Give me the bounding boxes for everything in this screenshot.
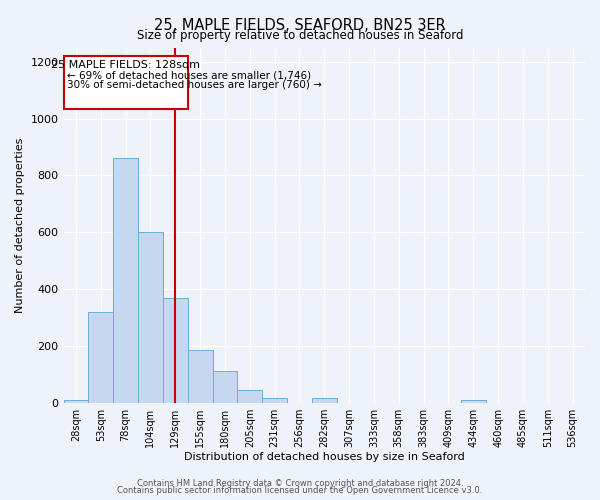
Bar [113,158,138,402]
Bar [88,312,113,402]
Bar [312,398,337,402]
Bar [212,372,238,402]
Bar [262,398,287,402]
Text: Contains HM Land Registry data © Crown copyright and database right 2024.: Contains HM Land Registry data © Crown c… [137,478,463,488]
Text: Size of property relative to detached houses in Seaford: Size of property relative to detached ho… [137,29,463,42]
Bar [238,390,262,402]
Bar [64,400,88,402]
Bar [188,350,212,403]
Text: 25, MAPLE FIELDS, SEAFORD, BN25 3ER: 25, MAPLE FIELDS, SEAFORD, BN25 3ER [154,18,446,32]
Bar [163,298,188,403]
Text: 25 MAPLE FIELDS: 128sqm: 25 MAPLE FIELDS: 128sqm [51,60,200,70]
Text: ← 69% of detached houses are smaller (1,746): ← 69% of detached houses are smaller (1,… [67,70,311,80]
Text: Contains public sector information licensed under the Open Government Licence v3: Contains public sector information licen… [118,486,482,495]
X-axis label: Distribution of detached houses by size in Seaford: Distribution of detached houses by size … [184,452,464,462]
FancyBboxPatch shape [64,56,188,108]
Bar [138,232,163,402]
Bar [461,400,485,402]
Text: 30% of semi-detached houses are larger (760) →: 30% of semi-detached houses are larger (… [67,80,322,90]
Y-axis label: Number of detached properties: Number of detached properties [15,138,25,313]
